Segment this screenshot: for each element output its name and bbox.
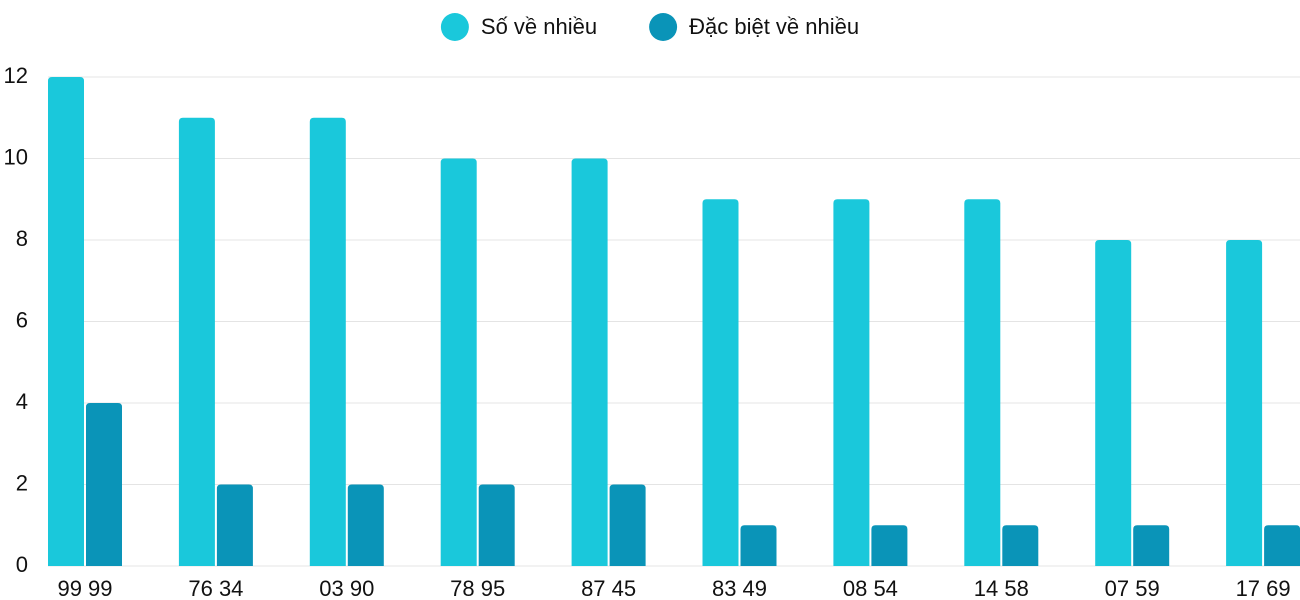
legend-marker (440, 13, 469, 41)
bar (871, 525, 908, 566)
legend-label: Số về nhiều (481, 14, 597, 39)
x-tick-label: 03 90 (319, 576, 374, 600)
bar (309, 117, 346, 566)
y-tick-label: 0 (16, 552, 28, 577)
bar (1002, 525, 1039, 566)
y-tick-label: 4 (16, 389, 28, 414)
bar (48, 77, 84, 566)
x-tick-label: 07 59 (1105, 576, 1160, 600)
y-tick-label: 6 (16, 307, 28, 332)
y-tick-label: 10 (4, 144, 28, 169)
bar (216, 484, 253, 566)
bar (178, 117, 215, 566)
x-tick-label: 83 49 (712, 576, 767, 600)
x-tick-label: 08 54 (843, 576, 898, 600)
bar (1226, 240, 1263, 566)
bar (740, 525, 777, 566)
bar (964, 199, 1001, 566)
y-tick-label: 2 (16, 470, 28, 495)
x-tick-label: 99 99 (57, 576, 112, 600)
y-tick-label: 12 (4, 63, 28, 88)
bar (609, 484, 646, 566)
legend-label: Đặc biệt về nhiều (689, 14, 859, 39)
bar (702, 199, 739, 566)
bar (347, 484, 384, 566)
x-tick-label: 17 69 (1236, 576, 1291, 600)
bar (833, 199, 870, 566)
bar (1264, 525, 1300, 566)
bar (440, 158, 477, 566)
bar (86, 403, 122, 566)
y-tick-label: 8 (16, 226, 28, 251)
bar (1133, 525, 1170, 566)
legend-marker (649, 13, 678, 41)
bar (478, 484, 515, 566)
bar (571, 158, 608, 566)
x-tick-label: 76 34 (188, 576, 243, 600)
bar (1095, 240, 1132, 566)
x-tick-label: 14 58 (974, 576, 1029, 600)
x-tick-label: 87 45 (581, 576, 636, 600)
x-tick-label: 78 95 (450, 576, 505, 600)
